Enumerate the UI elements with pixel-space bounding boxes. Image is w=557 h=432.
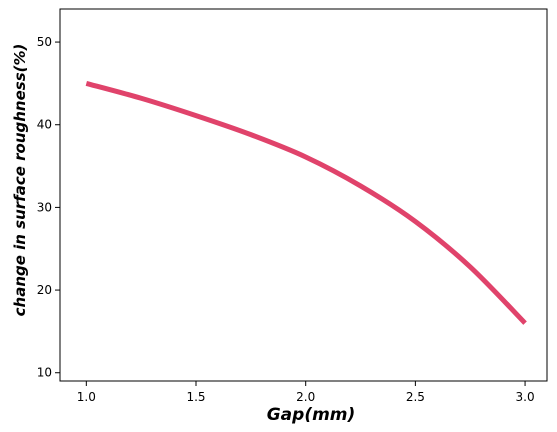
y-tick-label: 30 bbox=[37, 200, 52, 214]
series-layer bbox=[85, 80, 527, 325]
x-axis-ticks: 1.0 1.5 2.0 2.5 3.0 bbox=[77, 381, 535, 404]
x-tick-label: 2.5 bbox=[406, 390, 425, 404]
x-tick-label: 3.0 bbox=[516, 390, 535, 404]
y-axis-ticks: 10 20 30 40 50 bbox=[37, 35, 60, 380]
y-tick-label: 40 bbox=[37, 118, 52, 132]
x-axis-title: Gap(mm) bbox=[267, 405, 356, 425]
x-tick-label: 2.0 bbox=[296, 390, 315, 404]
y-tick-label: 20 bbox=[37, 283, 52, 297]
y-tick-label: 10 bbox=[37, 366, 52, 380]
series-line bbox=[85, 80, 527, 325]
x-tick-label: 1.5 bbox=[186, 390, 205, 404]
y-tick-label: 50 bbox=[37, 35, 52, 49]
y-axis-title: change in surface roughness(%) bbox=[11, 44, 29, 317]
plot-area-frame bbox=[59, 8, 548, 382]
x-tick-label: 1.0 bbox=[77, 390, 96, 404]
